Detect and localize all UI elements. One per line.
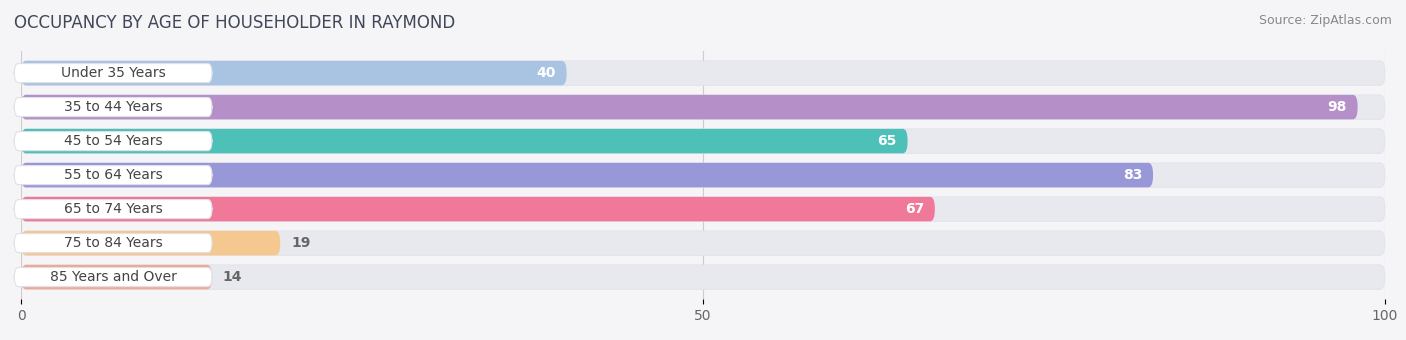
Text: 45 to 54 Years: 45 to 54 Years bbox=[63, 134, 163, 148]
FancyBboxPatch shape bbox=[14, 166, 212, 185]
FancyBboxPatch shape bbox=[21, 197, 935, 221]
FancyBboxPatch shape bbox=[21, 265, 212, 289]
FancyBboxPatch shape bbox=[14, 200, 212, 219]
FancyBboxPatch shape bbox=[21, 61, 567, 85]
FancyBboxPatch shape bbox=[21, 163, 1385, 187]
FancyBboxPatch shape bbox=[21, 265, 1385, 289]
Text: Under 35 Years: Under 35 Years bbox=[60, 66, 166, 80]
Text: 65 to 74 Years: 65 to 74 Years bbox=[63, 202, 163, 216]
Text: 35 to 44 Years: 35 to 44 Years bbox=[63, 100, 163, 114]
FancyBboxPatch shape bbox=[21, 129, 908, 153]
Text: 19: 19 bbox=[291, 236, 311, 250]
Text: 83: 83 bbox=[1123, 168, 1142, 182]
FancyBboxPatch shape bbox=[14, 98, 212, 117]
Text: 55 to 64 Years: 55 to 64 Years bbox=[63, 168, 163, 182]
Text: 98: 98 bbox=[1327, 100, 1347, 114]
FancyBboxPatch shape bbox=[21, 231, 1385, 255]
FancyBboxPatch shape bbox=[21, 163, 1153, 187]
FancyBboxPatch shape bbox=[21, 95, 1358, 119]
FancyBboxPatch shape bbox=[21, 197, 1385, 221]
Text: 14: 14 bbox=[224, 270, 242, 284]
FancyBboxPatch shape bbox=[14, 234, 212, 253]
FancyBboxPatch shape bbox=[21, 129, 1385, 153]
Text: Source: ZipAtlas.com: Source: ZipAtlas.com bbox=[1258, 14, 1392, 27]
FancyBboxPatch shape bbox=[21, 61, 1385, 85]
FancyBboxPatch shape bbox=[21, 95, 1385, 119]
FancyBboxPatch shape bbox=[14, 64, 212, 83]
Text: 40: 40 bbox=[536, 66, 555, 80]
Text: 75 to 84 Years: 75 to 84 Years bbox=[63, 236, 163, 250]
Text: 67: 67 bbox=[904, 202, 924, 216]
FancyBboxPatch shape bbox=[14, 132, 212, 151]
Text: OCCUPANCY BY AGE OF HOUSEHOLDER IN RAYMOND: OCCUPANCY BY AGE OF HOUSEHOLDER IN RAYMO… bbox=[14, 14, 456, 32]
Text: 85 Years and Over: 85 Years and Over bbox=[49, 270, 177, 284]
FancyBboxPatch shape bbox=[21, 231, 280, 255]
Text: 65: 65 bbox=[877, 134, 897, 148]
FancyBboxPatch shape bbox=[14, 268, 212, 287]
